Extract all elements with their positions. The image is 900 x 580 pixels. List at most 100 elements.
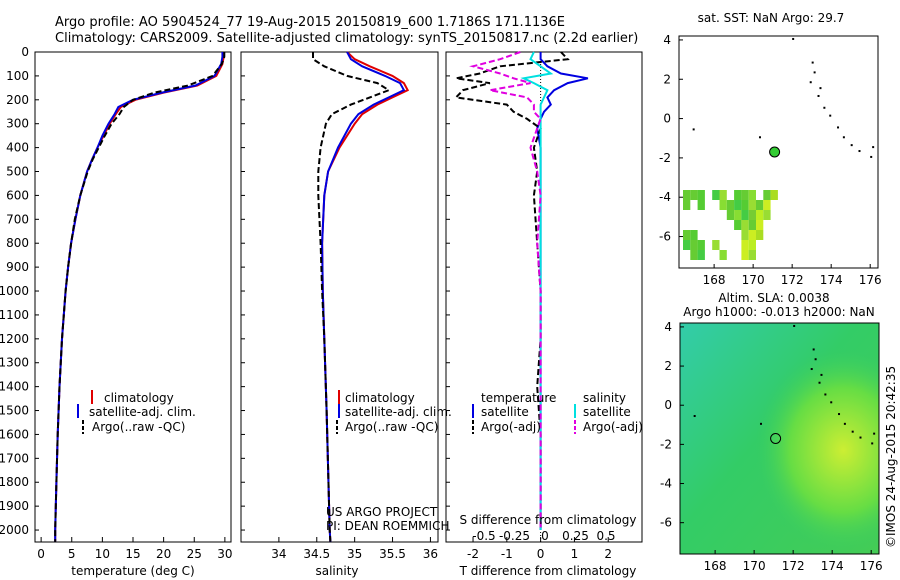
sst-map-pixels bbox=[683, 190, 778, 260]
series-line-satellite-adj-clim- bbox=[54, 52, 224, 542]
sst-pixel bbox=[756, 210, 764, 220]
sal-legend-satellite: satellite-adj. clim. bbox=[345, 405, 452, 419]
x-tick-label: 35 bbox=[347, 547, 362, 561]
coast-speck bbox=[693, 415, 696, 418]
pi-credit: PI: DEAN ROEMMICH bbox=[326, 519, 449, 533]
sst-pixel bbox=[719, 250, 727, 260]
s-tick-label: 0.5 bbox=[596, 529, 615, 543]
coast-speck bbox=[843, 422, 846, 425]
depth-tick-label: 1600 bbox=[0, 427, 29, 441]
series-line-satellite bbox=[536, 52, 589, 530]
sst-pixel bbox=[734, 220, 742, 230]
sst-pixel bbox=[756, 200, 764, 210]
map-x-tick-label: 170 bbox=[743, 559, 766, 573]
x-tick-label: -2 bbox=[467, 547, 479, 561]
sst-argo-position-marker bbox=[769, 146, 781, 158]
sst-pixel bbox=[763, 210, 771, 220]
legend-title-temperature: temperature bbox=[481, 391, 556, 405]
x-tick-label: 35.5 bbox=[379, 547, 406, 561]
sst-pixel bbox=[748, 190, 756, 200]
coast-speck bbox=[818, 381, 821, 384]
sst-pixel bbox=[748, 230, 756, 240]
diff-legend-s-argo: Argo(-adj) bbox=[583, 420, 643, 434]
coast-speck bbox=[870, 155, 873, 158]
map-y-tick-label: 4 bbox=[663, 33, 671, 47]
coast-speck bbox=[838, 413, 841, 416]
project-credit: US ARGO PROJECT bbox=[326, 505, 438, 519]
coast-speck bbox=[758, 136, 761, 139]
depth-tick-label: 1500 bbox=[0, 404, 29, 418]
coast-speck bbox=[829, 114, 832, 117]
coast-speck bbox=[812, 348, 815, 351]
series-line-climatology bbox=[321, 51, 410, 543]
sst-pixel bbox=[748, 240, 756, 250]
s-tick-label: 0.25 bbox=[562, 529, 589, 543]
salinity-xlabel: salinity bbox=[315, 564, 358, 578]
x-tick-label: 36 bbox=[423, 547, 438, 561]
coast-speck bbox=[842, 136, 845, 139]
coast-speck bbox=[823, 106, 826, 109]
x-tick-label: 25 bbox=[187, 547, 202, 561]
coast-speck bbox=[859, 436, 862, 439]
depth-axis: 0 100 200 300 400 500 600 700 800 900 1000 1100 1200… bbox=[0, 45, 450, 537]
map-y-tick-label: -6 bbox=[659, 230, 671, 244]
depth-tick-label: 1800 bbox=[0, 475, 29, 489]
x-tick-label: 34.5 bbox=[303, 547, 330, 561]
sst-pixel bbox=[748, 250, 756, 260]
sst-pixel bbox=[763, 190, 771, 200]
series-line-satellite bbox=[520, 51, 554, 530]
x-tick-label: 0 bbox=[37, 547, 45, 561]
map-x-tick-label: 176 bbox=[859, 273, 882, 287]
depth-tick-label: 1200 bbox=[0, 332, 29, 346]
sst-pixel bbox=[756, 230, 764, 240]
series-line-argo-raw-qc- bbox=[312, 52, 392, 543]
depth-tick-label: 700 bbox=[6, 212, 29, 226]
sst-pixel bbox=[690, 250, 698, 260]
sal-legend-argo: Argo(..raw -QC) bbox=[345, 420, 438, 434]
depth-tick-label: 1300 bbox=[0, 356, 29, 370]
temperature-legend: climatology satellite-adj. clim. Argo(..… bbox=[77, 390, 196, 434]
x-tick-label: 1 bbox=[571, 547, 579, 561]
map-y-tick-label: -4 bbox=[660, 477, 672, 491]
map-y-tick-label: 2 bbox=[663, 72, 671, 86]
sst-pixel bbox=[756, 220, 764, 230]
sst-pixel bbox=[741, 220, 749, 230]
coast-speck bbox=[873, 432, 876, 435]
map-y-tick-label: -2 bbox=[659, 151, 671, 165]
salinity-panel-frame bbox=[240, 51, 439, 543]
coast-speck bbox=[692, 128, 695, 131]
depth-tick-label: 100 bbox=[6, 69, 29, 83]
sla-map-title: Altim. SLA: 0.0038 bbox=[718, 291, 829, 305]
x-tick-label: 34 bbox=[271, 547, 286, 561]
map-x-tick-label: 168 bbox=[704, 559, 727, 573]
map-y-tick-label: 4 bbox=[664, 320, 672, 334]
depth-tick-label: 900 bbox=[6, 260, 29, 274]
map-x-tick-label: 170 bbox=[742, 273, 765, 287]
depth-tick-label: 800 bbox=[6, 236, 29, 250]
coast-speck bbox=[837, 126, 840, 129]
depth-tick-label: 1400 bbox=[0, 380, 29, 394]
series-line-argo-raw-qc- bbox=[54, 52, 226, 542]
s-tick-label: 0 bbox=[541, 529, 549, 543]
map-y-tick-label: 0 bbox=[664, 398, 672, 412]
sst-pixel bbox=[726, 210, 735, 220]
difference-axis: -2 -1 0 1 2 -0.5 -0.25 0 0.25 0.5 bbox=[467, 529, 615, 561]
diff-legend-t-satellite: satellite bbox=[481, 405, 529, 419]
coast-speck bbox=[811, 61, 814, 64]
sst-pixel bbox=[690, 240, 698, 250]
sst-pixel bbox=[734, 210, 742, 220]
difference-legend: temperature salinity satellite Argo(-adj… bbox=[472, 391, 643, 434]
x-tick-label: 2 bbox=[604, 547, 612, 561]
sst-pixel bbox=[712, 240, 720, 250]
sst-pixel bbox=[741, 240, 749, 250]
sst-pixel bbox=[741, 230, 749, 240]
coast-speck bbox=[809, 81, 812, 84]
coast-speck bbox=[793, 324, 796, 327]
x-tick-label: -1 bbox=[501, 547, 513, 561]
map-y-tick-label: -4 bbox=[659, 190, 671, 204]
sla-map-coastline bbox=[693, 324, 876, 445]
coast-speck bbox=[813, 71, 816, 74]
sla-map-frame bbox=[679, 322, 880, 555]
sst-pixel bbox=[697, 190, 705, 200]
x-tick-label: 5 bbox=[68, 547, 76, 561]
